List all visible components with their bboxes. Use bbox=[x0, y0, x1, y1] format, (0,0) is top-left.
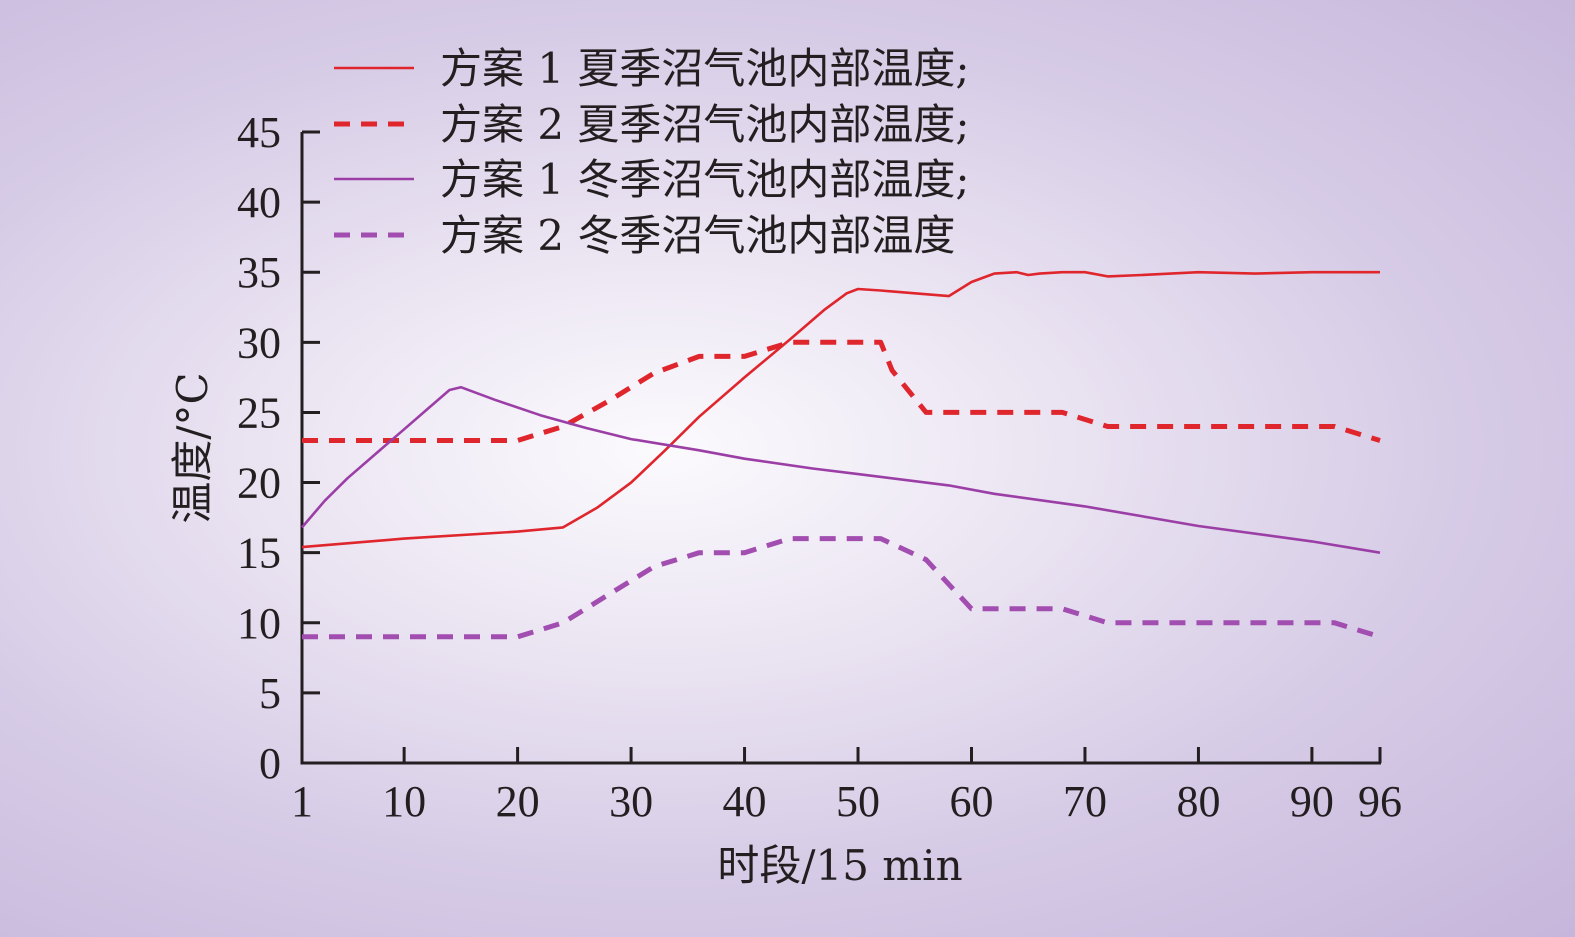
x-tick-label: 50 bbox=[836, 777, 880, 826]
y-tick-label: 0 bbox=[259, 739, 281, 788]
y-tick-label: 15 bbox=[237, 529, 281, 578]
series-line-2 bbox=[302, 339, 1381, 443]
x-tick-label: 1 bbox=[291, 777, 313, 826]
x-tick-label: 20 bbox=[496, 777, 540, 826]
x-axis-title: 时段/15 min bbox=[717, 841, 962, 890]
axes bbox=[300, 132, 1381, 765]
x-tick-label: 60 bbox=[949, 777, 993, 826]
y-tick-label: 40 bbox=[237, 178, 281, 227]
x-tick-label: 80 bbox=[1176, 777, 1220, 826]
series-line-3 bbox=[301, 385, 1381, 554]
y-tick-label: 30 bbox=[237, 318, 281, 367]
legend-label-4: 方案 2 冬季沼气池内部温度 bbox=[440, 211, 955, 260]
legend: 方案 1 夏季沼气池内部温度; 方案 2 夏季沼气池内部温度; 方案 1 冬季沼气池… bbox=[334, 44, 970, 260]
y-tick-label: 5 bbox=[259, 669, 281, 718]
y-ticks: 0 5 10 15 20 25 30 35 40 45 bbox=[237, 108, 320, 788]
series-line-1 bbox=[301, 270, 1380, 549]
legend-label-2: 方案 2 夏季沼气池内部温度; bbox=[440, 100, 970, 149]
x-tick-label: 30 bbox=[609, 777, 653, 826]
x-tick-label: 70 bbox=[1063, 777, 1107, 826]
series-line-4 bbox=[302, 536, 1381, 640]
x-tick-label: 90 bbox=[1290, 777, 1334, 826]
x-tick-label: 40 bbox=[723, 777, 767, 826]
y-tick-label: 10 bbox=[237, 599, 281, 648]
series-group bbox=[301, 270, 1381, 640]
legend-label-1: 方案 1 夏季沼气池内部温度; bbox=[440, 44, 970, 93]
x-ticks: 1 10 20 30 40 50 60 70 80 90 96 bbox=[291, 747, 1402, 826]
y-axis-title: 温度/°C bbox=[168, 372, 217, 523]
x-tick-label: 96 bbox=[1358, 777, 1402, 826]
y-tick-label: 25 bbox=[237, 388, 281, 437]
y-tick-label: 35 bbox=[237, 248, 281, 297]
y-tick-label: 45 bbox=[237, 108, 281, 157]
y-tick-label: 20 bbox=[237, 459, 281, 508]
legend-label-3: 方案 1 冬季沼气池内部温度; bbox=[440, 155, 970, 204]
x-tick-label: 10 bbox=[382, 777, 426, 826]
